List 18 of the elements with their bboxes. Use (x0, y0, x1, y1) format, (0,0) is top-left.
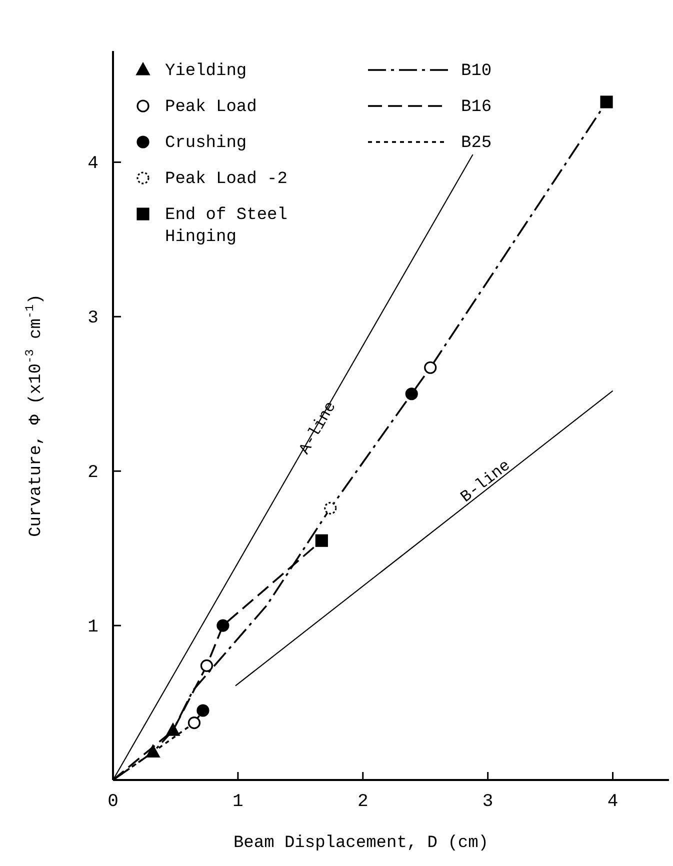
y-tick-label: 3 (88, 308, 98, 329)
legend-label: Peak Load (165, 98, 257, 117)
y-tick-label: 2 (88, 463, 98, 484)
legend-label: Yielding (165, 62, 247, 81)
y-tick-label: 1 (88, 618, 98, 638)
legend-label: B16 (461, 98, 492, 117)
legend-label: B10 (461, 62, 492, 81)
x-tick-label: 1 (232, 792, 244, 812)
legend-label: End of Steel Hinging (165, 206, 288, 247)
x-tick-label: 0 (108, 792, 118, 812)
y-tick-label: 4 (88, 154, 98, 174)
x-tick-label: 3 (482, 792, 494, 812)
legend-label: Crushing (165, 134, 247, 153)
x-axis-title: Beam Displacement, D (cm) (233, 834, 489, 853)
x-tick-label: 4 (607, 792, 618, 812)
x-tick-label: 2 (357, 792, 368, 812)
legend-label: Peak Load -2 (165, 170, 288, 189)
legend-label: B25 (461, 134, 492, 153)
